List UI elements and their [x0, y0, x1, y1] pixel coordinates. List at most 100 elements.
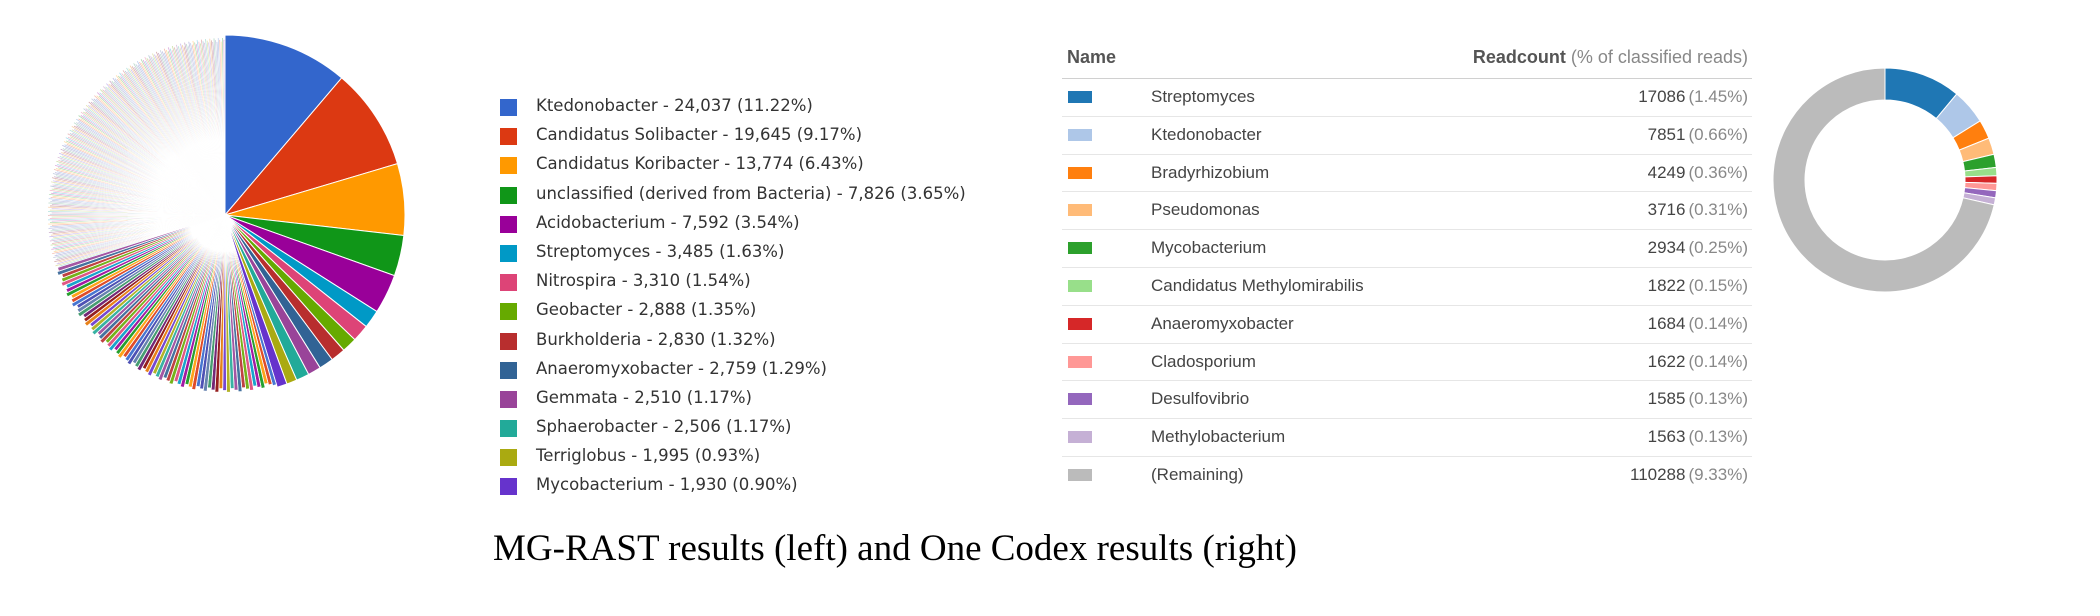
header-readcount-note: (% of classified reads) [1570, 47, 1748, 67]
row-readcount: 4249 (0.36%) [1648, 163, 1748, 183]
legend-swatch [500, 186, 517, 204]
pie-slice-minor [191, 40, 226, 216]
row-name: Desulfovibrio [1151, 389, 1250, 409]
pie-slice-minor [107, 214, 226, 352]
row-name: Candidatus Methylomirabilis [1151, 275, 1364, 295]
row-swatch [1068, 91, 1092, 103]
row-name: Mycobacterium [1151, 238, 1267, 258]
table-row[interactable]: Candidatus Methylomirabilis 1822 (0.15%) [1062, 268, 1752, 306]
header-readcount[interactable]: Readcount (% of classified reads) [1473, 47, 1748, 68]
legend-item[interactable]: Nitrospira - 3,310 (1.54%) [500, 267, 1060, 296]
table-row[interactable]: Bradyrhizobium 4249 (0.36%) [1062, 155, 1752, 193]
row-value: 17086 [1638, 87, 1686, 106]
legend-swatch [500, 215, 517, 233]
legend-item[interactable]: unclassified (derived from Bacteria) - 7… [500, 180, 1060, 209]
pie-slice-minor [189, 42, 226, 216]
pie-slice-minor [97, 214, 226, 340]
row-percent: (0.25%) [1688, 238, 1748, 258]
table-row[interactable]: (Remaining) 110288 (9.33%) [1062, 457, 1752, 494]
legend-swatch [500, 449, 517, 467]
pie-slice-minor [218, 39, 226, 216]
pie-slice[interactable] [224, 214, 288, 388]
pie-slice[interactable] [223, 77, 399, 216]
pie-slice-minor [51, 214, 226, 245]
row-percent: (0.66%) [1688, 124, 1748, 144]
legend-item[interactable]: Burkholderia - 2,830 (1.32%) [500, 326, 1060, 355]
pie-slice-minor [90, 214, 226, 332]
legend-label: Terriglobus - 1,995 (0.93%) [536, 446, 761, 466]
row-readcount: 2934 (0.25%) [1648, 238, 1748, 258]
pie-slice-minor [224, 214, 251, 390]
row-percent: (0.15%) [1688, 275, 1748, 295]
pie-slice-minor [50, 214, 226, 237]
legend-label: Ktedonobacter - 24,037 (11.22%) [536, 96, 813, 115]
header-name[interactable]: Name [1067, 47, 1117, 67]
legend-item[interactable]: Candidatus Koribacter - 13,774 (6.43%) [500, 150, 1060, 179]
row-readcount: 1684 (0.14%) [1648, 314, 1748, 334]
pie-slice-minor [155, 50, 226, 216]
pie-slice-minor [197, 41, 226, 216]
table-row[interactable]: Desulfovibrio 1585 (0.13%) [1062, 381, 1752, 420]
pie-slice-minor [212, 37, 226, 216]
pie-slice-minor [47, 214, 226, 230]
pie-slice-minor [76, 214, 226, 314]
legend-item[interactable]: Streptomyces - 3,485 (1.63%) [500, 238, 1060, 267]
pie-slice-minor [224, 214, 243, 393]
row-readcount: 110288 (9.33%) [1630, 465, 1748, 485]
pie-slice-minor [52, 214, 226, 253]
table-row[interactable]: Pseudomonas 3716 (0.31%) [1062, 192, 1752, 231]
pie-slice-minor [224, 214, 266, 390]
table-row[interactable]: Methylobacterium 1563 (0.13%) [1062, 419, 1752, 457]
donut-slice[interactable] [1772, 67, 1995, 293]
row-value: 1585 [1647, 389, 1686, 409]
row-readcount: 7851 (0.66%) [1648, 125, 1748, 145]
pie-slice-minor [83, 214, 226, 327]
row-readcount: 1622 (0.14%) [1648, 352, 1748, 372]
row-value: 1822 [1647, 275, 1686, 295]
legend-item[interactable]: Anaeromyxobacter - 2,759 (1.29%) [500, 355, 1060, 384]
pie-slice-minor [49, 214, 226, 243]
row-swatch [1068, 393, 1092, 406]
pie-slice[interactable] [224, 34, 343, 217]
pie-slice-minor [201, 40, 226, 216]
pie-slice-minor [106, 214, 226, 348]
row-percent: (0.31%) [1688, 200, 1748, 220]
mg-rast-legend: Ktedonobacter - 24,037 (11.22%) Candidatu… [500, 92, 1060, 501]
pie-slice-minor [165, 49, 226, 216]
legend-item[interactable]: Mycobacterium - 1,930 (0.90%) [500, 471, 1060, 500]
pie-slice-minor [47, 214, 226, 226]
pie-slice-minor [65, 214, 226, 294]
pie-slice-minor [65, 214, 226, 298]
row-swatch [1068, 279, 1092, 292]
legend-item[interactable]: Acidobacterium - 7,592 (3.54%) [500, 209, 1060, 238]
pie-slice-minor [99, 214, 226, 344]
legend-item[interactable]: Terriglobus - 1,995 (0.93%) [500, 442, 1060, 471]
table-row[interactable]: Streptomyces 17086 (1.45%) [1062, 79, 1752, 117]
pie-slice-minor [177, 45, 226, 216]
row-percent: (0.14%) [1688, 351, 1748, 371]
legend-item[interactable]: Sphaerobacter - 2,506 (1.17%) [500, 413, 1060, 442]
table-row[interactable]: Cladosporium 1622 (0.14%) [1062, 344, 1752, 382]
table-row[interactable]: Ktedonobacter 7851 (0.66%) [1062, 117, 1752, 155]
pie-slice-minor [224, 214, 262, 388]
legend-swatch [500, 157, 517, 175]
pie-slice-minor [181, 44, 226, 216]
legend-item[interactable]: Gemmata - 2,510 (1.17%) [500, 384, 1060, 413]
legend-swatch [500, 128, 517, 146]
pie-slice-minor [224, 214, 277, 387]
pie-slice-minor [60, 214, 226, 283]
pie-slice-minor [185, 43, 226, 216]
pie-slice-minor [52, 214, 226, 249]
row-value: 1622 [1647, 351, 1686, 371]
legend-item[interactable]: Geobacter - 2,888 (1.35%) [500, 296, 1060, 325]
table-row[interactable]: Anaeromyxobacter 1684 (0.14%) [1062, 306, 1752, 344]
pie-slice-minor [173, 46, 226, 216]
pie-slice-minor [54, 214, 226, 262]
row-name: Bradyrhizobium [1151, 162, 1270, 182]
row-swatch [1068, 355, 1092, 368]
legend-item[interactable]: Ktedonobacter - 24,037 (11.22%) [500, 92, 1060, 121]
pie-slice-minor [70, 214, 226, 304]
table-row[interactable]: Mycobacterium 2934 (0.25%) [1062, 230, 1752, 268]
legend-item[interactable]: Candidatus Solibacter - 19,645 (9.17%) [500, 121, 1060, 150]
pie-slice-minor [161, 50, 226, 216]
